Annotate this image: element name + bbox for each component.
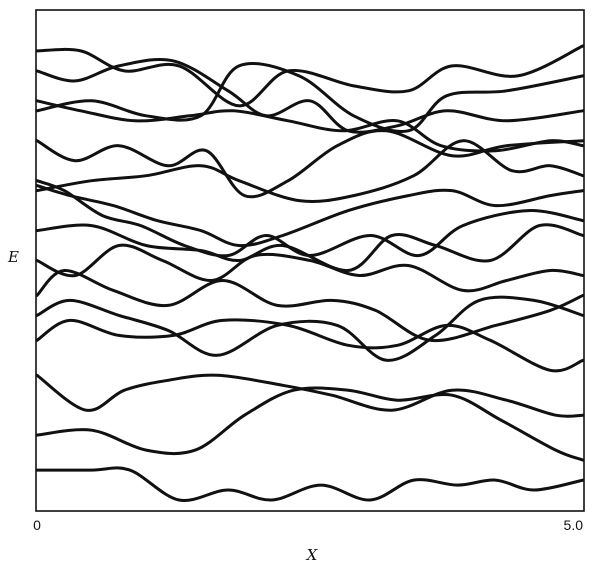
band-curve-15 <box>35 386 585 462</box>
curve-layer <box>35 44 585 503</box>
band-curve-4 <box>35 99 585 153</box>
band-curve-12 <box>35 295 585 362</box>
band-curve-10 <box>35 243 585 293</box>
band-curve-9 <box>35 223 585 273</box>
x-tick-layer: 0 5.0 <box>33 517 583 533</box>
x-tick-label: 0 <box>33 517 41 533</box>
band-curve-7 <box>35 184 585 248</box>
y-axis-label: E <box>7 248 19 266</box>
band-curve-11 <box>35 269 585 343</box>
band-curve-14 <box>35 373 585 418</box>
band-curve-16 <box>35 466 585 503</box>
band-curve-1 <box>35 44 585 108</box>
x-tick-label: 5.0 <box>564 517 584 533</box>
band-curve-8 <box>35 179 585 258</box>
band-curve-3 <box>35 62 585 133</box>
band-curve-6 <box>35 139 585 203</box>
band-curve-2 <box>35 57 585 134</box>
x-axis-label: X <box>306 546 319 564</box>
band-curve-13 <box>35 318 585 373</box>
